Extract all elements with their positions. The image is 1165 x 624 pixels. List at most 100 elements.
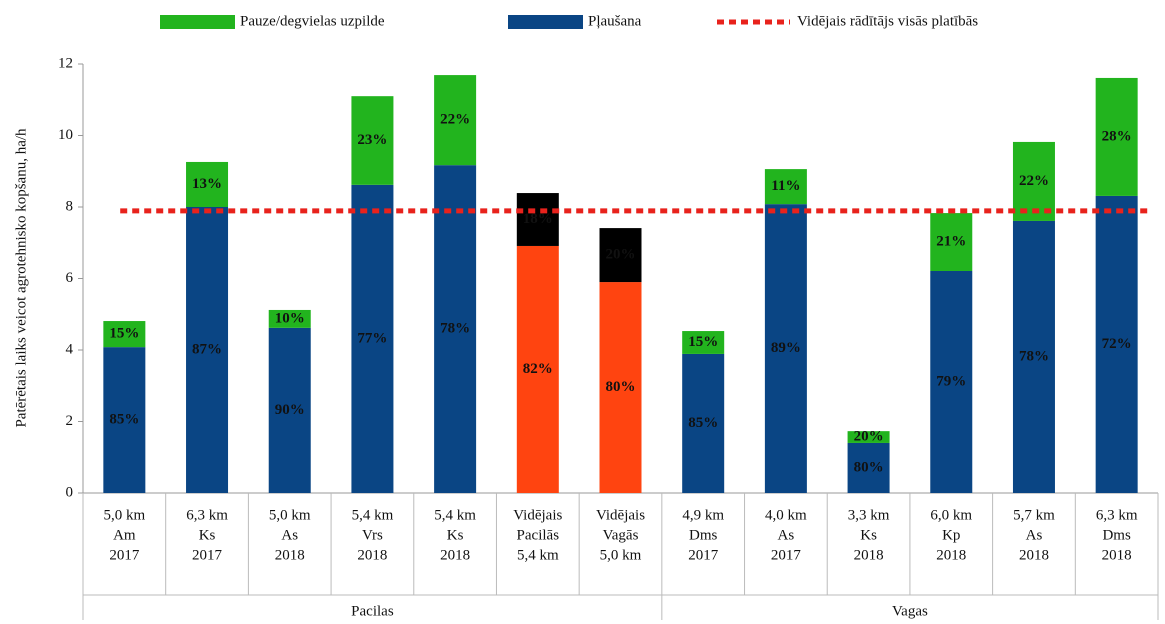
x-tick-label: 5,0 km (600, 547, 642, 563)
share-label: 90% (275, 402, 305, 418)
bar-segment (682, 331, 725, 354)
x-tick-label: 2017 (109, 547, 140, 563)
share-label: 21% (936, 233, 966, 249)
bar-segment (1095, 77, 1138, 196)
x-tick-label: 3,3 km (848, 507, 890, 523)
x-tick-label: 4,0 km (765, 507, 807, 523)
x-tick-label: Ks (860, 527, 877, 543)
x-tick-label: 2018 (357, 547, 387, 563)
share-label: 89% (771, 340, 801, 356)
x-tick-label: Ks (199, 527, 216, 543)
bar-segment (434, 165, 477, 494)
bar-segment (351, 96, 394, 185)
x-tick-label: Vidējais (513, 507, 562, 523)
bar-segment (268, 309, 311, 328)
x-tick-label: Dms (1102, 527, 1131, 543)
bar-segment (682, 353, 725, 493)
x-tick-label: Vrs (362, 527, 383, 543)
bar-segment (930, 270, 973, 493)
bar-segment (1012, 220, 1055, 493)
x-tick-label: Pacilās (517, 527, 560, 543)
share-label: 10% (275, 310, 305, 326)
share-label: 78% (1019, 348, 1049, 364)
share-label: 78% (440, 321, 470, 337)
share-label: 23% (357, 132, 387, 148)
x-tick-label: 6,3 km (1096, 507, 1138, 523)
x-tick-label: 5,0 km (269, 507, 311, 523)
share-label: 87% (192, 341, 222, 357)
bar-segment (764, 169, 807, 205)
bar-segment (1012, 141, 1055, 221)
x-tick-label: Ks (447, 527, 464, 543)
share-label: 11% (771, 178, 800, 194)
x-tick-label: 2018 (275, 547, 305, 563)
x-tick-label: As (1026, 527, 1043, 543)
x-tick-label: 5,0 km (104, 507, 146, 523)
x-tick-label: 5,4 km (517, 547, 559, 563)
share-label: 18% (523, 211, 553, 227)
x-tick-label: 5,7 km (1013, 507, 1055, 523)
legend-swatch (508, 15, 583, 29)
x-tick-label: Dms (689, 527, 718, 543)
x-tick-label: 5,4 km (352, 507, 394, 523)
x-tick-label: 5,4 km (434, 507, 476, 523)
bar-segment (516, 193, 559, 246)
bar-segment (599, 228, 642, 283)
y-tick-label: 8 (66, 198, 74, 214)
y-tick-label: 0 (66, 484, 74, 500)
share-label: 20% (606, 247, 636, 263)
x-tick-label: Vagās (603, 527, 639, 543)
x-tick-label: Vidējais (596, 507, 645, 523)
share-label: 80% (606, 379, 636, 395)
legend-label: Pauze/degvielas uzpilde (240, 13, 385, 29)
share-label: 85% (688, 415, 718, 431)
share-label: 79% (936, 373, 966, 389)
x-tick-label: 2018 (1019, 547, 1049, 563)
y-tick-label: 12 (58, 55, 73, 71)
group-label: Pacilas (351, 603, 394, 619)
share-label: 85% (109, 412, 139, 428)
share-label: 28% (1102, 128, 1132, 144)
bar-segment (516, 245, 559, 493)
y-axis-label: Patērētais laiks veicot agrotehnisko kop… (13, 128, 29, 428)
share-label: 82% (523, 361, 553, 377)
legend-label: Vidējais rādītājs visās platībās (797, 13, 978, 29)
bar-segment (930, 213, 973, 271)
bar-segment (599, 282, 642, 493)
x-tick-label: 6,0 km (930, 507, 972, 523)
x-tick-label: 2018 (854, 547, 884, 563)
x-tick-label: 2018 (1102, 547, 1132, 563)
share-label: 22% (1019, 173, 1049, 189)
legend-swatch (160, 15, 235, 29)
x-tick-label: 2017 (688, 547, 719, 563)
bar-segment (847, 431, 890, 443)
y-tick-label: 4 (66, 341, 74, 357)
group-label: Vagas (892, 603, 928, 619)
bar-segment (764, 204, 807, 493)
x-tick-label: 2017 (192, 547, 223, 563)
share-label: 77% (357, 330, 387, 346)
legend-label: Pļaušana (588, 13, 642, 29)
share-label: 13% (192, 176, 222, 192)
bar-segment (103, 347, 146, 493)
x-tick-label: As (778, 527, 795, 543)
x-tick-label: 2018 (440, 547, 470, 563)
x-tick-label: 4,9 km (682, 507, 724, 523)
bar-segment (434, 75, 477, 166)
bar-segment (1095, 195, 1138, 494)
x-tick-label: 2017 (771, 547, 802, 563)
x-tick-label: Kp (942, 527, 960, 543)
bar-segment (268, 327, 311, 493)
share-label: 72% (1102, 336, 1132, 352)
share-label: 15% (688, 334, 718, 350)
bar-segment (186, 207, 229, 493)
x-tick-label: Am (113, 527, 136, 543)
share-label: 20% (854, 428, 884, 444)
bar-segment (186, 161, 229, 207)
x-tick-label: 2018 (936, 547, 966, 563)
y-tick-label: 2 (66, 413, 74, 429)
share-label: 15% (109, 326, 139, 342)
share-label: 22% (440, 112, 470, 128)
y-tick-label: 10 (58, 127, 73, 143)
